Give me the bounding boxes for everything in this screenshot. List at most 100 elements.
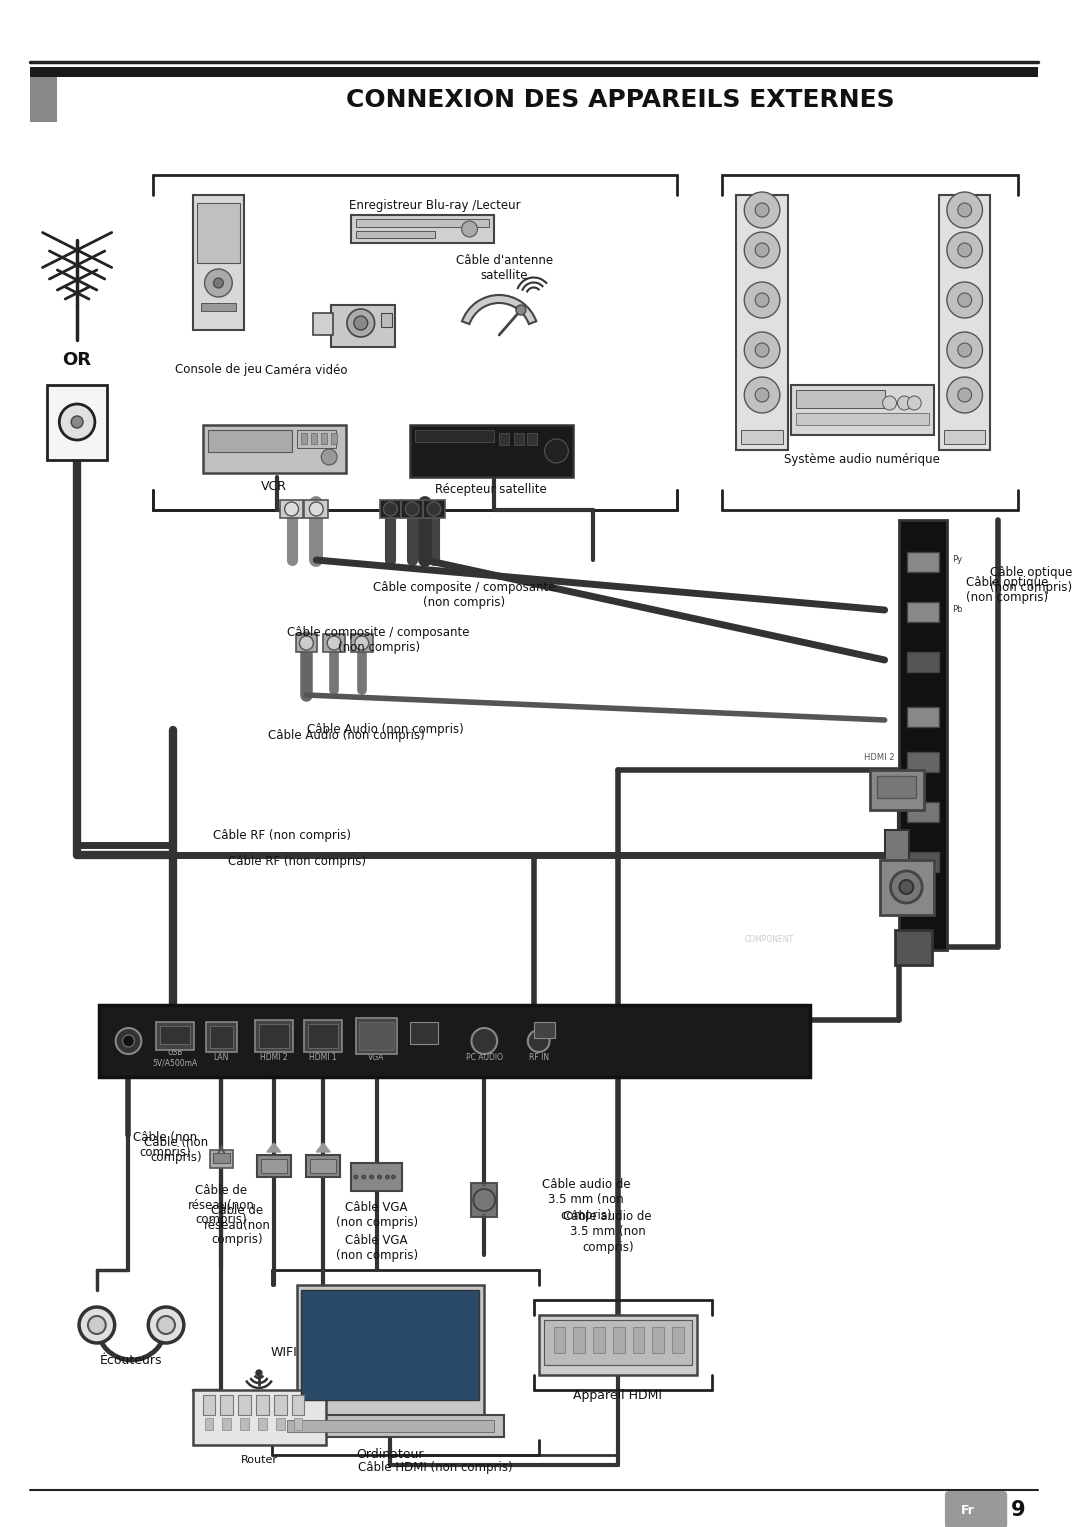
Bar — [204, 1419, 214, 1429]
Circle shape — [299, 637, 313, 651]
Circle shape — [383, 502, 397, 516]
Bar — [48, 385, 107, 460]
Text: RF IN: RF IN — [528, 1054, 549, 1063]
Text: Câble optique
(non compris): Câble optique (non compris) — [989, 567, 1072, 594]
Bar — [297, 431, 336, 447]
Circle shape — [744, 377, 780, 412]
Bar — [355, 1019, 397, 1054]
Circle shape — [362, 1174, 366, 1179]
Circle shape — [900, 880, 914, 893]
Bar — [499, 434, 509, 444]
Bar — [157, 1022, 193, 1051]
Bar — [261, 1159, 286, 1173]
Polygon shape — [267, 1144, 281, 1151]
Bar — [355, 218, 489, 228]
Bar — [292, 1396, 305, 1416]
Circle shape — [947, 282, 983, 318]
Bar — [213, 1153, 230, 1164]
Text: COMPONENT: COMPONENT — [744, 936, 794, 945]
Bar — [313, 313, 333, 334]
Bar — [796, 389, 885, 408]
Bar — [280, 499, 303, 518]
Circle shape — [744, 232, 780, 269]
Bar — [259, 1025, 288, 1048]
Text: Câble (non
compris): Câble (non compris) — [144, 1136, 208, 1164]
Bar — [239, 1396, 251, 1416]
Circle shape — [405, 502, 419, 516]
Bar — [257, 1154, 291, 1177]
Text: OR: OR — [63, 351, 92, 370]
Bar — [197, 203, 240, 263]
Text: Câble d'antenne
satellite: Câble d'antenne satellite — [456, 253, 553, 282]
Bar — [305, 1020, 342, 1052]
Text: 9: 9 — [1011, 1500, 1025, 1519]
Bar — [301, 434, 308, 444]
Circle shape — [87, 1316, 106, 1335]
Bar — [514, 434, 524, 444]
Bar — [220, 1396, 233, 1416]
Text: PC AUDIO: PC AUDIO — [465, 1054, 503, 1063]
Circle shape — [744, 282, 780, 318]
Bar — [29, 76, 57, 122]
Bar — [275, 1419, 285, 1429]
Text: Câble RF (non compris): Câble RF (non compris) — [213, 829, 351, 841]
Bar — [210, 1026, 233, 1048]
Bar — [286, 1420, 495, 1432]
Bar — [203, 425, 346, 473]
Circle shape — [958, 344, 972, 357]
Bar — [527, 434, 537, 444]
Bar — [472, 1183, 497, 1217]
Text: Router: Router — [241, 1455, 278, 1464]
Circle shape — [122, 1035, 134, 1048]
Circle shape — [755, 388, 769, 402]
Circle shape — [327, 637, 341, 651]
Circle shape — [461, 221, 477, 237]
Circle shape — [71, 415, 83, 428]
Bar — [900, 521, 947, 950]
Bar — [310, 1159, 336, 1173]
Circle shape — [755, 203, 769, 217]
Bar — [99, 1005, 810, 1077]
Bar — [791, 385, 934, 435]
Bar — [880, 860, 934, 915]
Bar — [593, 1327, 605, 1353]
Circle shape — [755, 344, 769, 357]
Text: Câble de
réseau(non
compris): Câble de réseau(non compris) — [188, 1183, 255, 1226]
Bar — [258, 1419, 267, 1429]
Bar — [323, 634, 345, 652]
Bar — [359, 1022, 394, 1051]
Text: Câble composite / composante
(non compris): Câble composite / composante (non compri… — [374, 580, 556, 609]
Text: Câble optique
(non compris): Câble optique (non compris) — [966, 576, 1048, 605]
Circle shape — [427, 502, 441, 516]
Bar — [907, 652, 939, 672]
Text: Console de jeu: Console de jeu — [175, 363, 262, 377]
Bar — [192, 195, 244, 330]
Circle shape — [158, 1316, 175, 1335]
Bar — [160, 1026, 190, 1044]
Text: Enregistreur Blu-ray /Lecteur: Enregistreur Blu-ray /Lecteur — [349, 199, 521, 212]
Circle shape — [369, 1174, 374, 1179]
Bar — [737, 195, 787, 450]
Circle shape — [391, 1174, 395, 1179]
Bar — [192, 1390, 326, 1445]
Circle shape — [755, 293, 769, 307]
Bar — [210, 1150, 233, 1168]
Text: Câble HDMI (non compris): Câble HDMI (non compris) — [357, 1461, 512, 1475]
Bar — [939, 195, 990, 450]
Bar — [205, 1022, 238, 1052]
Bar — [869, 770, 924, 809]
Bar — [672, 1327, 684, 1353]
Circle shape — [354, 316, 367, 330]
Bar — [255, 1020, 293, 1052]
Bar — [907, 751, 939, 773]
Circle shape — [386, 1174, 390, 1179]
Circle shape — [958, 293, 972, 307]
Circle shape — [947, 232, 983, 269]
Text: Caméra vidéo: Caméra vidéo — [266, 363, 348, 377]
Bar — [309, 1025, 338, 1048]
Bar — [222, 1419, 231, 1429]
Circle shape — [947, 331, 983, 368]
Text: Câble VGA
(non compris): Câble VGA (non compris) — [336, 1234, 418, 1261]
Text: Écouteurs: Écouteurs — [100, 1353, 163, 1367]
Bar — [652, 1327, 664, 1353]
